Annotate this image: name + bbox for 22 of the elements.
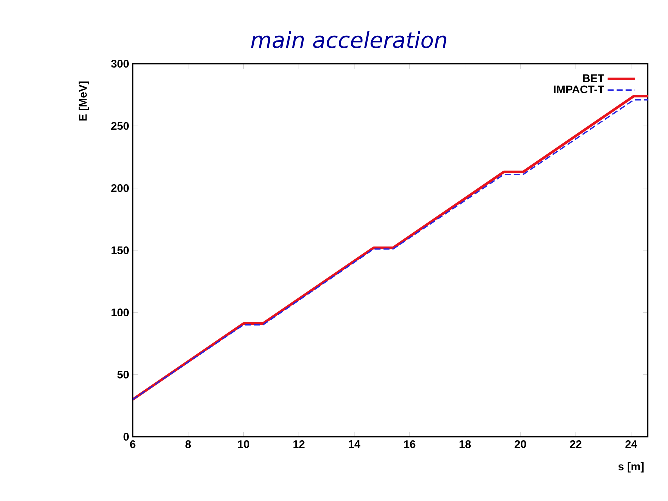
y-tick-label: 200 (111, 184, 130, 192)
y-tick-label: 100 (112, 308, 130, 317)
x-tick-label: 20 (514, 440, 526, 448)
x-tick-label: 14 (349, 440, 361, 448)
x-tick-label: 12 (294, 440, 305, 448)
x-tick-label: 22 (570, 440, 582, 448)
legend-label: IMPACT-T (554, 86, 604, 94)
y-tick-label: 0 (124, 433, 130, 441)
y-tick-label: 150 (112, 246, 130, 254)
y-tick-label: 250 (111, 122, 130, 130)
legend-label: BET (583, 74, 604, 82)
x-tick-label: 16 (404, 440, 416, 448)
x-tick-label: 8 (186, 440, 192, 448)
chart-title: main acceleration (251, 31, 447, 48)
x-tick-label: 6 (130, 440, 136, 448)
y-tick-label: 50 (118, 370, 130, 379)
x-tick-label: 24 (626, 440, 638, 448)
x-tick-label: 10 (238, 440, 250, 448)
y-axis-title: E [MeV] (78, 82, 90, 121)
y-tick-label: 300 (111, 60, 130, 68)
x-tick-label: 18 (460, 440, 472, 448)
x-axis-title: s [m] (618, 462, 644, 473)
